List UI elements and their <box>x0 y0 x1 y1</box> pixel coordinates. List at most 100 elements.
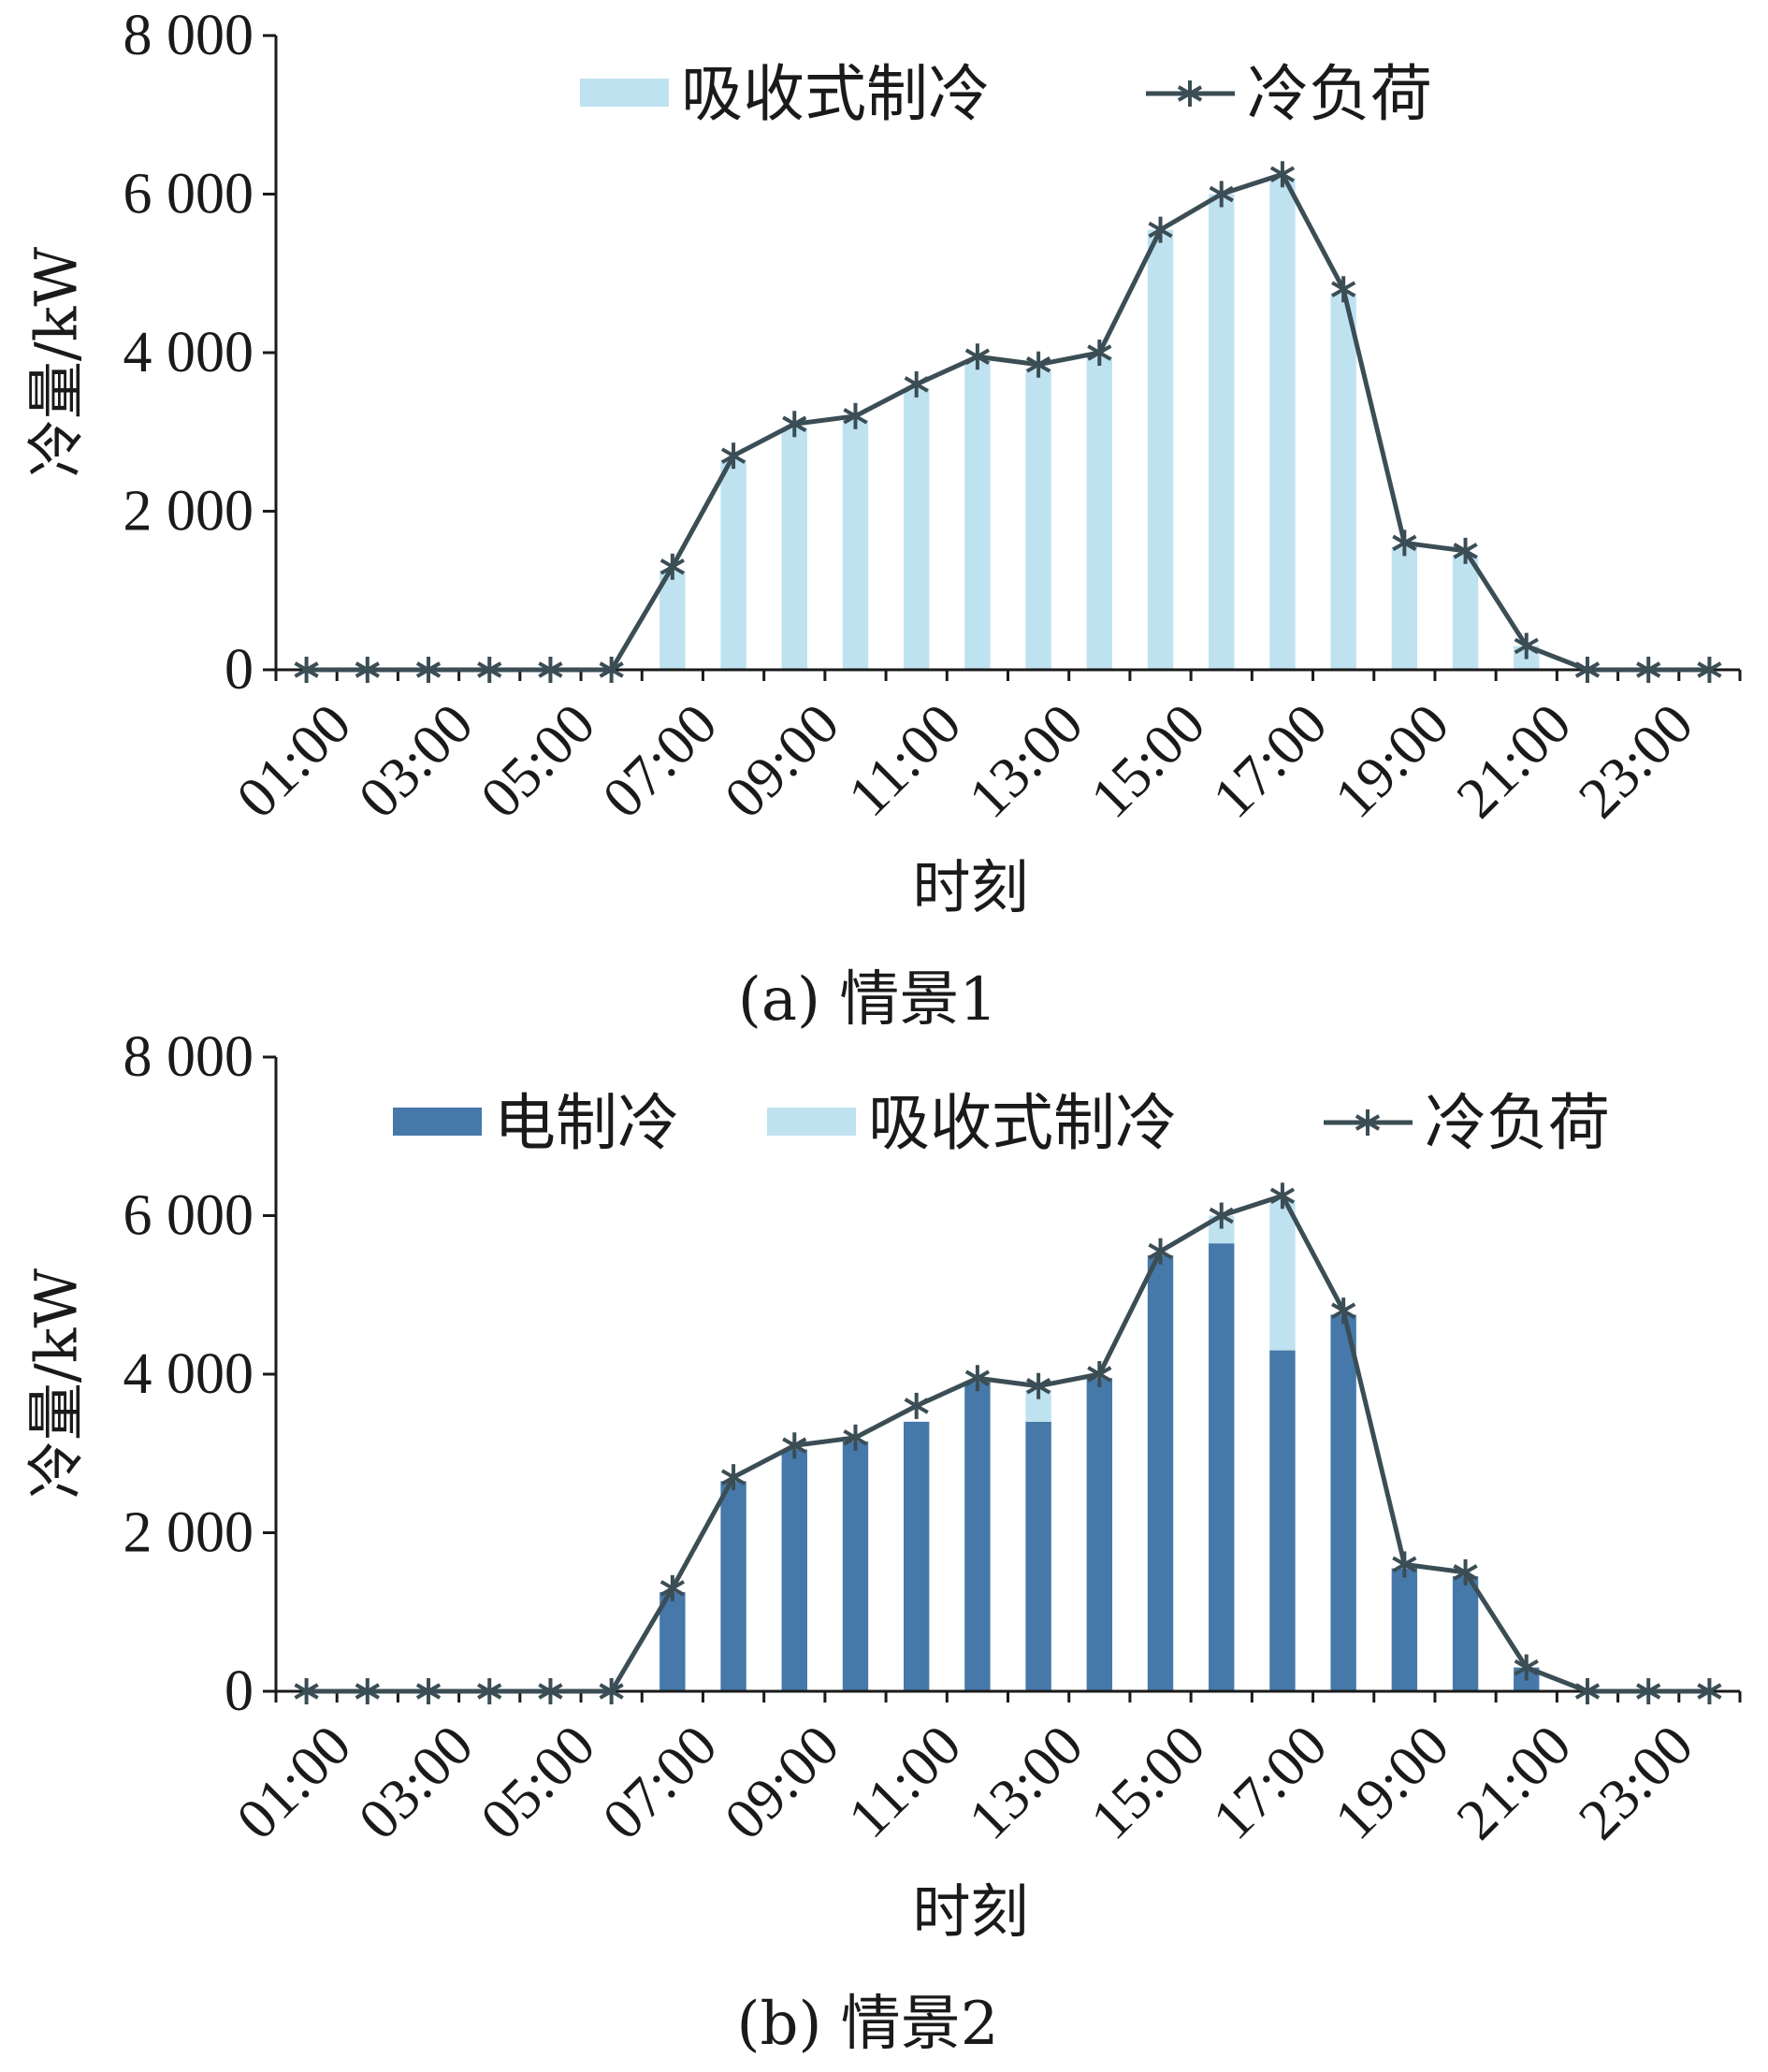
load-marker-20:00 <box>1453 1558 1478 1586</box>
load-marker-17:00 <box>1269 1182 1296 1210</box>
load-marker-13:00 <box>1025 351 1051 378</box>
legend-label: 冷负荷 <box>1425 1087 1610 1159</box>
bar-absorption-13:00 <box>1025 368 1051 670</box>
load-marker-23:00 <box>1636 1678 1661 1704</box>
asterisk-stroke <box>1636 1683 1661 1700</box>
bar-electric-18:00 <box>1330 1314 1356 1691</box>
asterisk-stroke <box>720 1469 746 1485</box>
legend-marker <box>1355 1109 1381 1136</box>
bar-electric-16:00 <box>1209 1243 1235 1691</box>
asterisk-stroke <box>659 1580 685 1597</box>
bar-electric-10:00 <box>842 1442 869 1691</box>
load-marker-15:00 <box>1148 1238 1173 1265</box>
load-marker-01:00 <box>294 657 319 683</box>
asterisk-stroke <box>1087 1366 1112 1383</box>
load-marker-02:00 <box>355 1678 380 1704</box>
load-marker-08:00 <box>720 1464 746 1491</box>
asterisk-stroke <box>659 558 685 575</box>
bar-electric-08:00 <box>720 1481 746 1691</box>
load-marker-22:00 <box>1574 657 1601 683</box>
x-tick-label: 21:00 <box>1445 1714 1584 1852</box>
bar-electric-12:00 <box>964 1382 991 1691</box>
x-tick-label: 03:00 <box>347 692 485 831</box>
load-marker-18:00 <box>1331 1297 1356 1325</box>
asterisk-stroke <box>1514 1659 1539 1676</box>
asterisk-stroke <box>1331 281 1356 297</box>
x-tick-label: 07:00 <box>591 692 730 831</box>
y-tick-label: 6 000 <box>123 1184 254 1248</box>
load-marker-10:00 <box>843 1424 868 1451</box>
x-tick-label: 19:00 <box>1323 692 1461 831</box>
bar-electric-07:00 <box>659 1592 686 1691</box>
load-marker-14:00 <box>1087 1361 1112 1387</box>
chart-panel-a: 0 2 000 4 000 6 000 8 000 01:0003:0005:0007:0… <box>22 4 1742 1035</box>
asterisk-stroke <box>1697 1683 1722 1700</box>
asterisk-stroke <box>1148 221 1173 239</box>
asterisk-stroke <box>1269 166 1296 183</box>
load-marker-20:00 <box>1453 537 1478 564</box>
asterisk-stroke <box>1574 661 1601 678</box>
load-marker-14:00 <box>1087 340 1112 366</box>
bar-electric-11:00 <box>903 1421 930 1691</box>
load-marker-05:00 <box>538 657 563 683</box>
bar-absorption-19:00 <box>1391 546 1418 670</box>
bar-absorption-10:00 <box>842 420 869 670</box>
load-marker-15:00 <box>1148 216 1173 243</box>
x-tick-label: 01:00 <box>225 692 363 831</box>
load-marker-23:00 <box>1636 657 1661 683</box>
asterisk-stroke <box>477 1683 502 1700</box>
bar-absorption-09:00 <box>781 427 807 670</box>
panel-caption: (a) 情景1 <box>738 965 997 1035</box>
chart-panel-b: 0 2 000 4 000 6 000 8 000 01:0003:0005:0007:0… <box>22 1025 1742 2059</box>
x-tick-label: 21:00 <box>1445 692 1584 831</box>
bar-electric-15:00 <box>1147 1254 1174 1691</box>
x-tick-label: 15:00 <box>1079 692 1217 831</box>
y-tick-label: 2 000 <box>123 480 254 543</box>
asterisk-stroke <box>904 376 929 393</box>
load-marker-10:00 <box>843 402 868 429</box>
legend: 吸收式制冷 冷负荷 <box>580 58 1432 130</box>
load-marker-07:00 <box>659 1574 685 1601</box>
x-tick-label: 17:00 <box>1201 1714 1340 1852</box>
asterisk-stroke <box>1177 85 1203 102</box>
load-marker-19:00 <box>1392 1551 1417 1578</box>
load-marker-21:00 <box>1514 632 1539 659</box>
asterisk-stroke <box>1697 661 1722 678</box>
x-axis-title: 时刻 <box>912 853 1028 921</box>
legend-swatch-absorption <box>767 1108 856 1136</box>
asterisk-stroke <box>843 1429 868 1446</box>
load-marker-12:00 <box>964 343 991 370</box>
legend-label: 吸收式制冷 <box>868 1087 1177 1159</box>
asterisk-stroke <box>1355 1114 1381 1131</box>
asterisk-stroke <box>1025 355 1051 373</box>
bars-group <box>659 1199 1540 1691</box>
asterisk-stroke <box>599 1683 624 1700</box>
load-marker-09:00 <box>782 411 807 438</box>
bar-absorption-12:00 <box>964 360 991 670</box>
asterisk-stroke <box>720 447 746 464</box>
asterisk-stroke <box>964 348 991 365</box>
load-marker-06:00 <box>599 1678 624 1704</box>
asterisk-stroke <box>477 661 502 678</box>
asterisk-stroke <box>964 1369 991 1386</box>
load-marker-18:00 <box>1331 276 1356 303</box>
asterisk-stroke <box>1269 1187 1296 1205</box>
bar-electric-09:00 <box>781 1449 807 1691</box>
load-marker-03:00 <box>415 1678 442 1704</box>
asterisk-stroke <box>355 1683 380 1700</box>
bar-electric-20:00 <box>1452 1576 1479 1691</box>
asterisk-stroke <box>782 1437 807 1455</box>
asterisk-stroke <box>538 1683 563 1700</box>
bar-absorption-16:00 <box>1209 194 1235 670</box>
asterisk-stroke <box>1636 661 1661 678</box>
asterisk-stroke <box>782 415 807 433</box>
bar-absorption-07:00 <box>659 571 686 670</box>
asterisk-stroke <box>904 1398 929 1414</box>
bar-electric-19:00 <box>1391 1568 1418 1691</box>
x-tick-label: 03:00 <box>347 1714 485 1852</box>
asterisk-stroke <box>1209 185 1234 203</box>
load-marker-07:00 <box>659 553 685 580</box>
load-marker-22:00 <box>1574 1678 1601 1704</box>
legend-label: 冷负荷 <box>1247 58 1432 130</box>
